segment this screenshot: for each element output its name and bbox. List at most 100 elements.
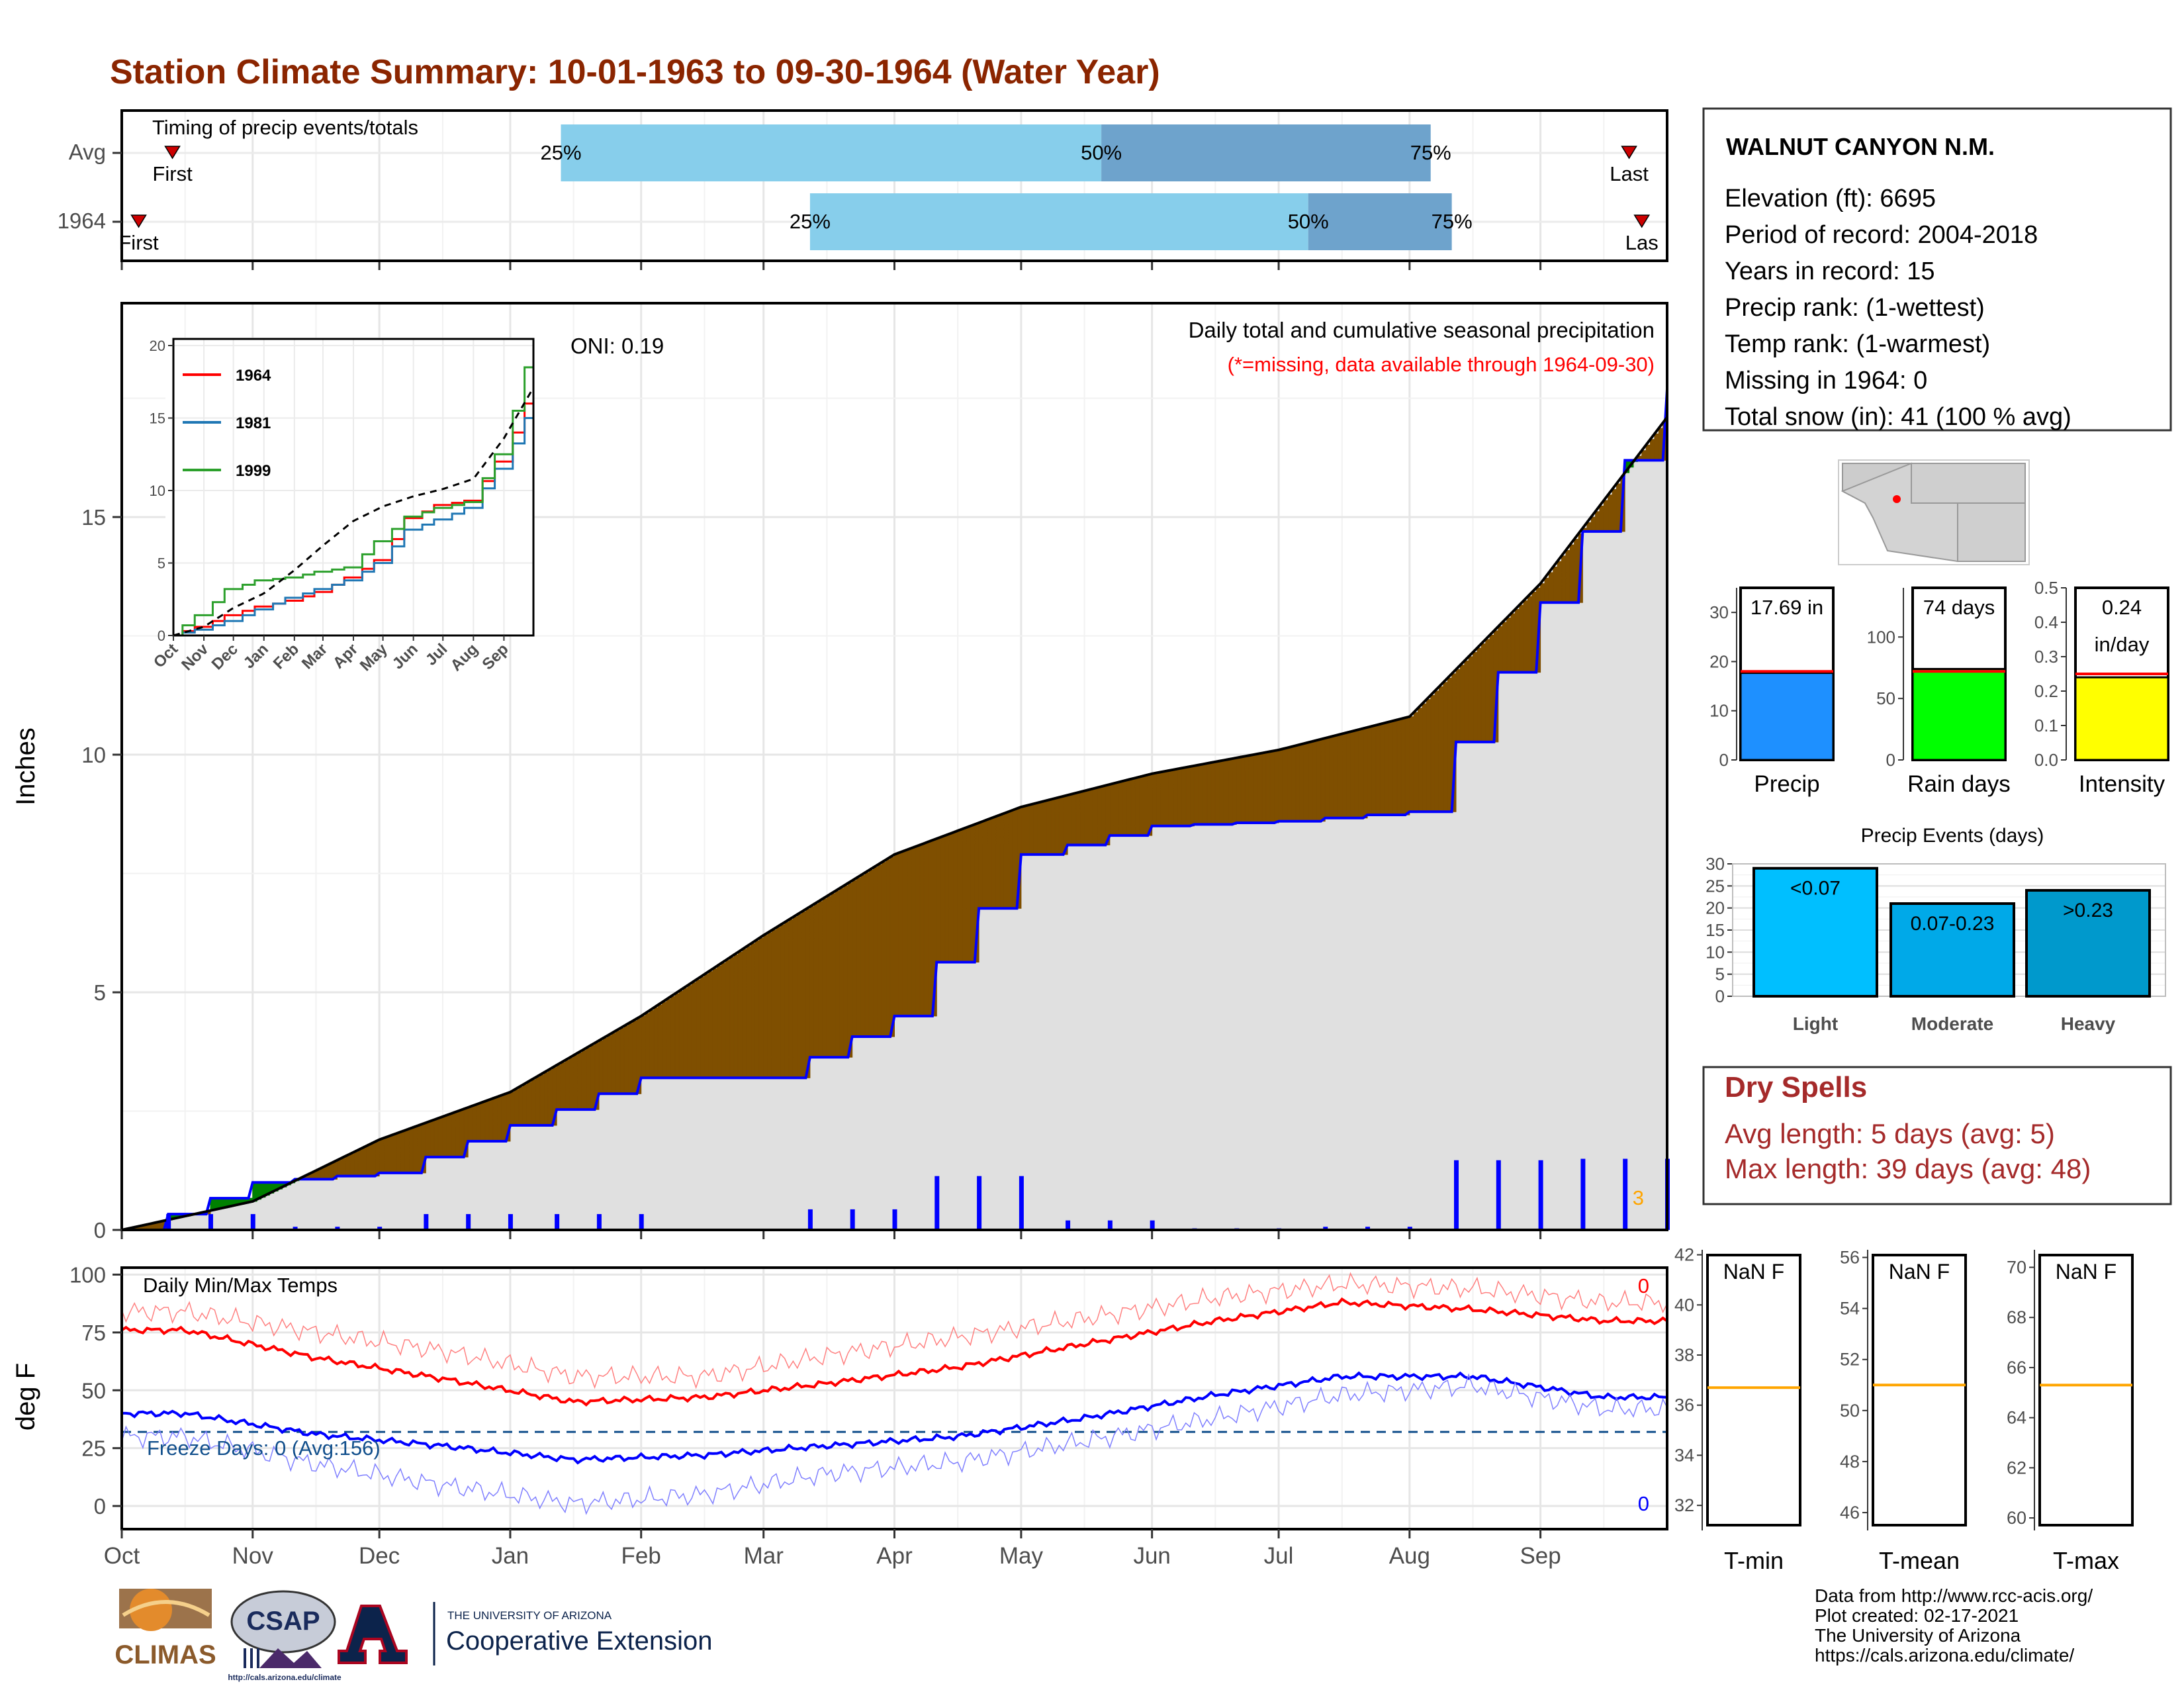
dry-spells-title: Dry Spells [1725,1071,1867,1103]
daily-precip-bar [335,1227,340,1230]
inset-series-1964 [173,402,533,637]
month-label: Oct [104,1543,140,1569]
daily-precip-bar [1454,1160,1459,1230]
daily-precip-bar [596,1214,602,1230]
stat-ytick-label: 0.3 [2034,647,2058,667]
main-ytick-label: 10 [81,743,106,767]
tstat-value: NaN F [1723,1260,1784,1284]
stat-label: Precip [1754,771,1819,797]
stat-ytick-label: 100 [1867,627,1895,647]
tstat-ytick-label: 32 [1674,1495,1694,1515]
event-category-label: Moderate [1911,1013,1993,1034]
daily-precip-bar [1150,1220,1155,1230]
main-ytick-label: 15 [81,505,106,530]
events-ytick-label: 10 [1706,942,1725,962]
dry-spells-box: Dry Spells Avg length: 5 days (avg: 5) M… [1702,1066,2172,1205]
stat-ytick-label: 0.4 [2034,612,2058,632]
month-label: Sep [1520,1543,1561,1569]
min-count: 0 [1638,1492,1649,1515]
timing-pct-75: 75% [1432,210,1473,233]
stat-ytick-label: 10 [1709,701,1729,721]
timing-bar-q3 [1101,124,1431,181]
inset-series-1999 [173,366,533,637]
temp-panel: 0 25 50 75 100 Oct Nov Dec Jan Feb Mar Apr May Jun Ju… [11,1262,1668,1569]
credits: Data from http://www.rcc-acis.org/ Plot … [1815,1585,2093,1665]
tstat-label: T-max [2053,1547,2119,1574]
tstat-ytick-label: 60 [2007,1508,2026,1528]
daily-precip-bar [892,1209,897,1230]
tstat-ytick-label: 40 [1674,1295,1694,1315]
timing-first-label: First [118,231,159,254]
event-category-label: Heavy [2061,1013,2116,1034]
event-bar-light [1752,867,1878,998]
missing-note: (*=missing, data available through 1964-… [1228,353,1655,376]
stat-bar-rain-days [1911,668,2007,761]
tstat-frame [2038,1254,2134,1526]
oni-label: ONI: 0.19 [570,334,664,358]
climas-logo: CLIMAS [114,1589,216,1669]
month-label: Aug [1389,1543,1430,1569]
tstat-value: NaN F [1889,1260,1950,1284]
inset-ytick-label: 20 [150,338,165,354]
month-label: Jun [1133,1543,1170,1569]
events-ytick-label: 20 [1706,898,1725,918]
precip-below-fill [122,417,1667,1231]
page-title: Station Climate Summary: 10-01-1963 to 0… [110,53,1160,91]
csap-label: CSAP [246,1607,320,1636]
timing-bar-q2 [809,193,1308,250]
temp-ytick-label: 100 [69,1262,106,1287]
daily-precip-bar [1407,1227,1412,1230]
precip-panel: 0 5 10 15 Inches ONI: 0.19 Daily total and … [11,302,1670,1243]
inset-legend-label: 1964 [236,367,271,385]
event-bar-moderate [1889,902,2015,998]
precip-ylabel: Inches [11,727,40,806]
tstat-ytick-label: 38 [1674,1345,1694,1365]
stat-ytick-label: 0.1 [2034,716,2058,735]
temp-ytick-label: 50 [81,1378,106,1403]
daily-precip-bar [1066,1220,1071,1230]
freeze-days: Freeze Days: 0 (Avg:156) [147,1436,381,1460]
events-ytick-label: 25 [1706,876,1725,896]
timing-pct-25: 25% [540,141,581,164]
tstat-ytick-label: 48 [1840,1452,1860,1472]
timing-pct-75: 75% [1410,141,1451,164]
observed-cumulative-line [122,389,1668,1231]
csap-logo: CSAP http://cals.arizona.edu/climate [228,1590,341,1682]
precip-subtitle: Daily total and cumulative seasonal prec… [1189,318,1655,342]
tstat-ytick-label: 54 [1840,1299,1860,1319]
daily-precip-bar [1623,1158,1628,1230]
station-line-1: Period of record: 2004-2018 [1725,221,2038,249]
station-line-4: Temp rank: (1-warmest) [1725,330,1990,358]
daily-precip-bar [293,1227,298,1230]
event-category-label: Light [1793,1013,1838,1034]
timing-label: Timing of precip events/totals [152,116,418,139]
month-label: Dec [359,1543,400,1569]
tstat-frame [1872,1254,1967,1526]
dry-max-length: Max length: 39 days (avg: 48) [1725,1153,2091,1184]
station-line-2: Years in record: 15 [1725,258,1935,285]
timing-first-marker [164,146,181,160]
timing-last-marker [1621,146,1637,160]
month-label: Nov [232,1543,274,1569]
daily-precip-bar [850,1209,855,1230]
station-line-6: Total snow (in): 41 (100 % avg) [1725,403,2071,431]
climas-label: CLIMAS [114,1640,216,1669]
avg-min-line [121,1371,1668,1465]
stat-value: 74 days [1923,596,1995,619]
station-info: WALNUT CANYON N.M. Elevation (ft): 6695 … [1702,107,2172,432]
stat-value-unit: in/day [2095,633,2150,656]
tstat-ytick-label: 34 [1674,1445,1694,1465]
event-bar-label: 0.07-0.23 [1911,913,1995,935]
daily-max-line [121,1272,1668,1389]
timing-bar-q2 [561,124,1102,181]
inset-average-line [173,387,535,637]
timing-last-marker [1633,214,1651,228]
tstat-value: NaN F [2056,1260,2116,1284]
temp-ytick-label: 25 [81,1436,106,1461]
daily-precip-bar [1107,1220,1113,1230]
events-title: Precip Events (days) [1861,825,2044,847]
daily-min-line [121,1373,1668,1515]
daily-precip-bar [424,1214,429,1230]
